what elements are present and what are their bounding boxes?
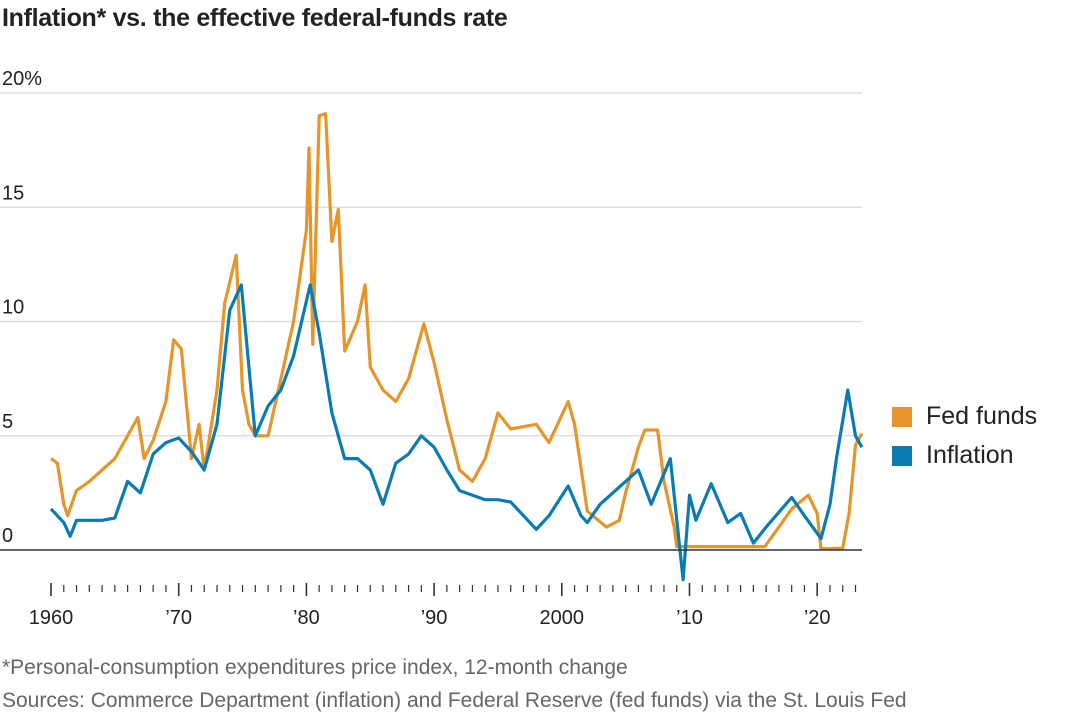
inflation-swatch [892, 445, 912, 466]
fed-funds-swatch [892, 406, 912, 427]
x-tick-label: ’10 [676, 607, 703, 629]
legend-item-fed-funds: Fed funds [892, 402, 1037, 431]
legend-item-inflation: Inflation [892, 441, 1014, 470]
sources: Sources: Commerce Department (inflation)… [2, 689, 907, 712]
legend-label-fed-funds: Fed funds [926, 402, 1038, 430]
chart-title: Inflation* vs. the effective federal-fun… [2, 4, 508, 32]
y-tick-label: 20% [2, 68, 42, 90]
line-chart: 0 5 10 15 20% 1960 ’70 ’80 ’90 2000 ’10 ’20 [0, 68, 864, 629]
x-tick-label: 2000 [540, 607, 585, 629]
y-tick-label: 5 [2, 411, 13, 433]
inflation-line [49, 283, 864, 582]
legend-label-inflation: Inflation [926, 441, 1014, 469]
x-tick-label: 1960 [29, 607, 74, 629]
fed-funds-line [50, 112, 864, 551]
y-tick-label: 10 [2, 297, 24, 319]
x-tick-label: ’70 [165, 607, 192, 629]
footnote: *Personal-consumption expenditures price… [2, 656, 628, 679]
y-tick-label: 0 [2, 525, 13, 547]
x-tick-label: ’90 [421, 607, 448, 629]
x-tick-label: ’80 [293, 607, 320, 629]
y-tick-label: 15 [2, 182, 24, 204]
x-tick-label: ’20 [804, 607, 831, 629]
